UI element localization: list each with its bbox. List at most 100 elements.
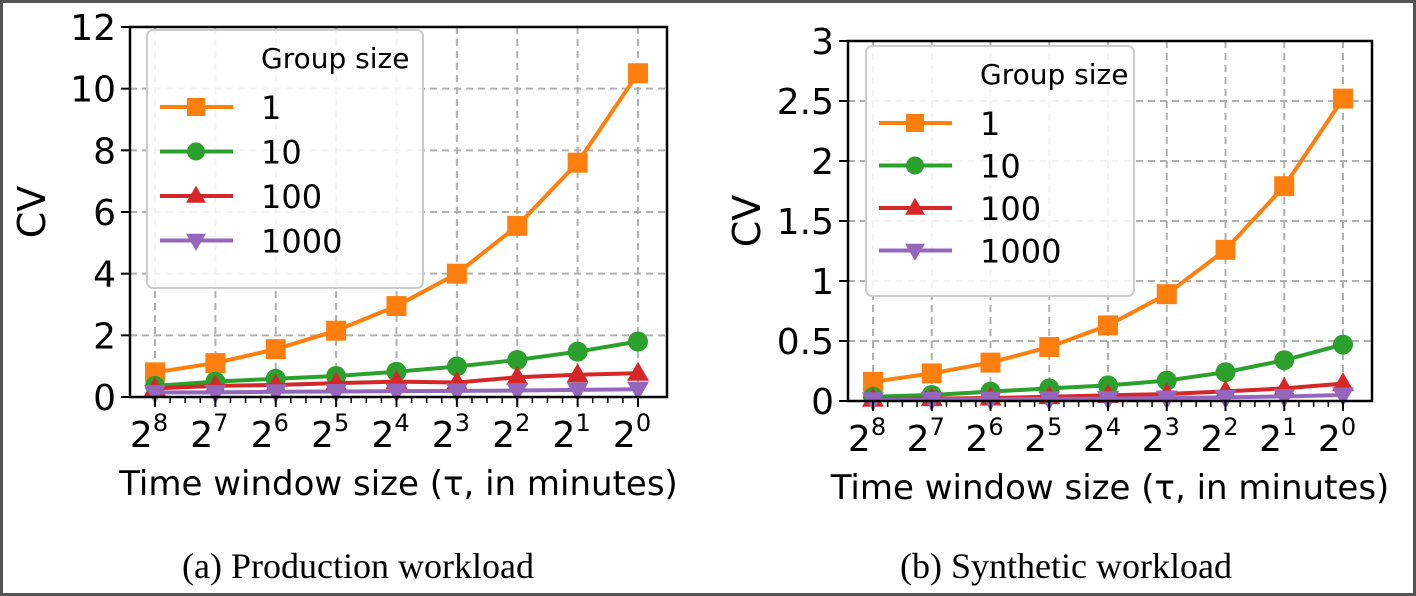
legend-label: 100 [261, 178, 322, 216]
x-tick-label: 23 [1142, 413, 1180, 460]
x-tick-base: 2 [965, 419, 988, 460]
data-point [1156, 284, 1177, 305]
x-tick-label: 24 [1083, 413, 1121, 460]
legend-marker [186, 233, 206, 251]
chart-caption: (b) Synthetic workload [900, 546, 1232, 586]
y-tick-label: 8 [93, 131, 116, 172]
data-point [507, 350, 528, 370]
legend-marker [906, 156, 924, 175]
x-tick-exponent: 0 [1341, 413, 1356, 441]
legend-label: 1 [261, 89, 281, 127]
x-tick-base: 2 [1024, 419, 1047, 460]
data-point [1215, 239, 1236, 260]
x-tick-exponent: 7 [213, 409, 228, 437]
data-point [446, 356, 467, 377]
data-point [921, 363, 942, 384]
data-point [567, 341, 588, 362]
x-tick-label: 20 [613, 409, 651, 456]
legend-label: 1000 [980, 233, 1061, 271]
x-tick-label: 27 [190, 409, 228, 456]
data-point [1214, 389, 1237, 409]
y-tick-label: 1.5 [777, 202, 834, 243]
x-tick-base: 2 [492, 415, 515, 456]
data-point [205, 353, 226, 374]
x-tick-exponent: 1 [575, 409, 590, 437]
x-tick-label: 24 [371, 409, 409, 456]
data-point [325, 383, 348, 403]
legend: Group size 1 10 100 1000 [865, 45, 1135, 297]
data-point [1332, 372, 1354, 392]
data-point [144, 384, 166, 404]
y-tick-label: 12 [70, 8, 116, 49]
x-tick-exponent: 4 [1106, 413, 1121, 441]
x-tick-base: 2 [1318, 419, 1341, 460]
legend-box [865, 45, 1135, 297]
data-point [386, 296, 407, 317]
x-tick-base: 2 [311, 415, 334, 456]
legend-label: 10 [980, 148, 1021, 186]
x-tick-base: 2 [190, 415, 213, 456]
x-tick-exponent: 0 [636, 409, 651, 437]
data-point [506, 365, 529, 385]
x-tick-label: 26 [251, 409, 289, 456]
x-tick-base: 2 [1259, 419, 1282, 460]
data-point [1333, 88, 1353, 109]
x-tick-exponent: 7 [930, 413, 945, 441]
x-tick-exponent: 3 [455, 409, 470, 437]
legend-marker [187, 142, 205, 161]
data-point [627, 361, 649, 381]
x-axis-label: Time window size (τ, in minutes) [830, 468, 1390, 508]
y-tick-label: 0 [93, 378, 116, 419]
x-tick-label: 25 [1024, 413, 1062, 460]
data-point [204, 384, 227, 404]
x-tick-label: 21 [1259, 413, 1297, 460]
x-tick-label: 23 [432, 409, 470, 456]
data-point [385, 383, 408, 403]
x-tick-label: 28 [848, 413, 886, 460]
x-tick-base: 2 [1200, 419, 1223, 460]
data-point [445, 383, 468, 403]
x-tick-exponent: 6 [988, 413, 1003, 441]
x-tick-exponent: 2 [515, 409, 530, 437]
x-tick-exponent: 2 [1223, 413, 1238, 441]
series-1 [863, 88, 1353, 392]
data-point [628, 331, 648, 352]
legend-marker [905, 197, 925, 215]
legend-label: 100 [980, 190, 1041, 228]
series-1000 [144, 381, 649, 404]
x-tick-base: 2 [251, 415, 274, 456]
x-tick-exponent: 8 [153, 409, 168, 437]
data-point [1098, 315, 1118, 336]
legend-marker [906, 114, 924, 132]
y-tick-label: 1 [811, 262, 834, 303]
y-tick-label: 4 [93, 255, 116, 296]
legend-label: 10 [261, 134, 302, 172]
y-tick-label: 2 [93, 316, 116, 357]
x-tick-base: 2 [1083, 419, 1106, 460]
data-point [566, 363, 589, 383]
data-point [506, 383, 529, 403]
data-point [265, 339, 286, 360]
y-tick-label: 10 [70, 70, 116, 111]
data-point [1273, 388, 1296, 408]
y-axis-label: CV [725, 195, 769, 248]
y-tick-label: 2 [811, 142, 834, 183]
data-point [1215, 362, 1236, 383]
legend-label: 1 [980, 105, 1000, 143]
x-tick-label: 25 [311, 409, 349, 456]
data-point [1156, 370, 1177, 391]
legend-title: Group size [261, 42, 409, 75]
data-point [627, 381, 649, 401]
x-tick-base: 2 [553, 415, 576, 456]
data-point [1274, 350, 1295, 371]
y-tick-label: 2.5 [777, 82, 834, 123]
x-tick-label: 27 [907, 413, 945, 460]
x-tick-exponent: 3 [1165, 413, 1180, 441]
x-tick-exponent: 6 [274, 409, 289, 437]
data-point [446, 263, 467, 284]
data-point [1333, 334, 1353, 355]
